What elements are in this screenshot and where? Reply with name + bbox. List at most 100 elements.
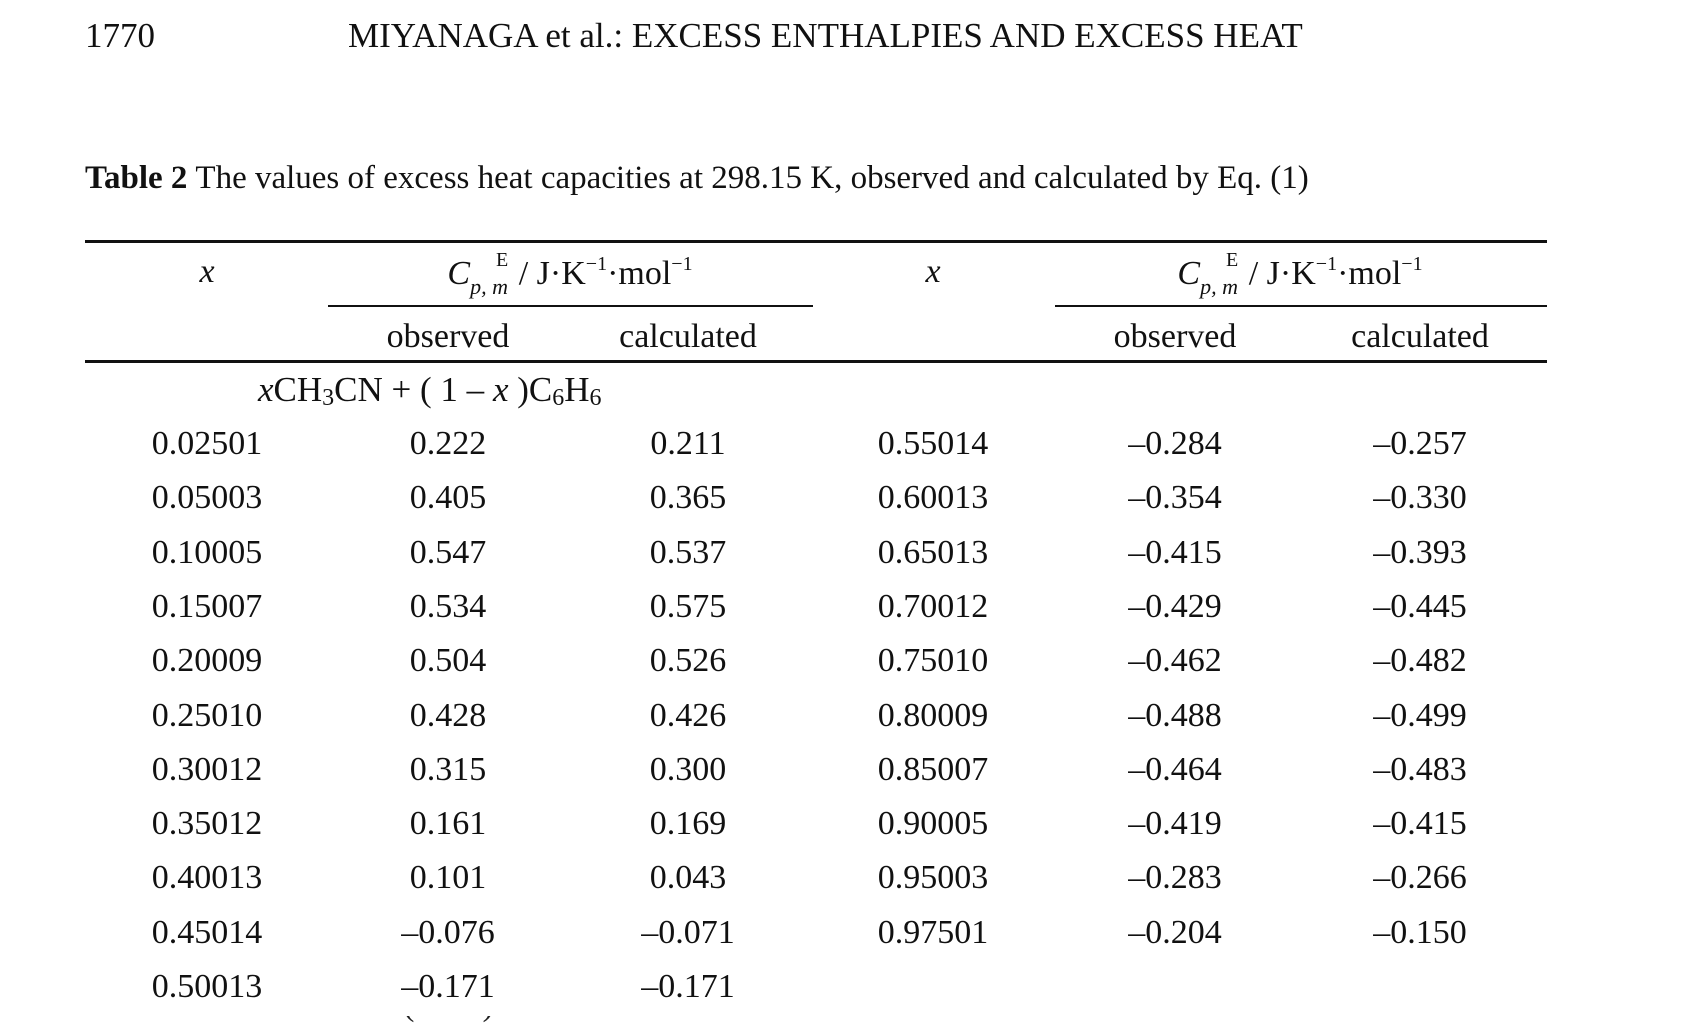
column-header-cp-right: Cp, mE / J·K−1·mol−1 [1177,249,1422,299]
table-cell-x1: 0.20009 [151,642,263,680]
table-row: 0.20009 0.504 0.526 0.75010 –0.462 –0.482 [0,642,1684,692]
table-cell-c1: 0.537 [649,533,727,571]
system-x2: x [492,370,509,409]
table-cell-o1: 0.428 [409,696,487,734]
page-number: 1770 [85,16,155,55]
table-cell-o2: –0.488 [1128,696,1222,734]
table-cell-x2: 0.85007 [877,750,989,788]
table-cell-x2: 0.75010 [877,642,989,680]
cp-subscript: p, m [470,274,509,299]
table-caption: Table 2 The values of excess heat capacit… [85,160,1309,197]
table-cell-c2: –0.150 [1373,913,1467,951]
system-c: )C [508,370,553,409]
system-cn: CN + ( 1 – [334,370,493,409]
table-cell-o1: 0.222 [409,425,487,462]
cp-exp2: −1 [671,253,693,275]
table-cell-c1: 0.575 [649,587,727,625]
table-cell-x2: 0.60013 [877,479,989,517]
cp-units: / J·K [518,255,586,292]
system-x: x [258,370,274,409]
cp-mid: ·mol [1337,255,1402,292]
page-header: 1770 MIYANAGA et al.: EXCESS ENTHALPIES … [85,16,1684,60]
mixture-system-label: xCH3CN + ( 1 – x )C6H6 [258,370,602,411]
table-caption-text: The values of excess heat capacities at … [195,160,1309,196]
table-cell-c1: 0.426 [649,696,727,734]
cutoff-next-line: x CH3CN + (1 – x) CH3CN [230,1016,700,1026]
table-cell-x1: 0.40013 [151,859,263,897]
cp-header-rule-left [328,305,813,307]
table-cell-o1: 0.315 [409,750,487,788]
table-cell-o1: –0.076 [401,913,495,951]
table-cell-c1: 0.526 [649,642,727,680]
table-row: 0.02501 0.222 0.211 0.55014 –0.284 –0.257 [0,425,1684,475]
running-title: MIYANAGA et al.: EXCESS ENTHALPIES AND E… [348,16,1303,55]
table-cell-c1: 0.365 [649,479,727,517]
subheader-calculated-left: calculated [619,318,757,355]
column-header-x-right: x [925,253,941,290]
table-row: 0.10005 0.547 0.537 0.65013 –0.415 –0.393 [0,534,1684,584]
table-cell-c2: –0.499 [1373,696,1467,734]
table-row: 0.25010 0.428 0.426 0.80009 –0.488 –0.499 [0,697,1684,747]
cp-superscript: E [1226,249,1239,271]
table-header-rule [85,360,1547,363]
table-cell-o1: 0.534 [409,587,487,625]
table-cell-o1: 0.547 [409,533,487,571]
table-cell-c2: –0.445 [1373,587,1467,625]
cp-superscript: E [496,249,509,271]
cp-symbol: C [447,255,471,292]
table-cell-x1: 0.10005 [151,533,263,571]
table-cell-c1: –0.171 [641,968,735,1005]
table-cell-c2: –0.393 [1373,533,1467,571]
system-sub6a: 6 [552,385,565,411]
table-cell-o2: –0.429 [1128,587,1222,625]
table-cell-x1: 0.15007 [151,587,263,625]
table-cell-x2: 0.90005 [877,805,989,843]
system-h: H [564,370,590,409]
table-cell-c2: –0.257 [1373,425,1467,462]
table-cell-x2: 0.95003 [877,859,989,897]
table-cell-x2: 0.55014 [877,425,989,462]
table-cell-c2: –0.330 [1373,479,1467,517]
table-cell-o2: –0.354 [1128,479,1222,517]
table-cell-x1: 0.35012 [151,805,263,843]
table-cell-c1: 0.169 [649,805,727,843]
table-row: 0.30012 0.315 0.300 0.85007 –0.464 –0.483 [0,751,1684,801]
system-sub3: 3 [322,385,335,411]
column-header-x-left: x [199,253,215,290]
table-cell-x1: 0.30012 [151,750,263,788]
table-cell-x1: 0.45014 [151,913,263,951]
table-cell-o2: –0.415 [1128,533,1222,571]
table-row: 0.35012 0.161 0.169 0.90005 –0.419 –0.415 [0,805,1684,855]
table-cell-o2: –0.284 [1128,425,1222,462]
table-cell-o2: –0.204 [1128,913,1222,951]
table-cell-x1: 0.25010 [151,696,263,734]
table-cell-c2: –0.483 [1373,750,1467,788]
table-cell-o1: –0.171 [401,968,495,1005]
table-cell-o1: 0.101 [409,859,487,897]
table-label: Table 2 [85,160,188,196]
cp-mid: ·mol [607,255,672,292]
table-cell-c2: –0.266 [1373,859,1467,897]
table-cell-x1: 0.02501 [151,425,263,462]
table-cell-o2: –0.283 [1128,859,1222,897]
cp-symbol: C [1177,255,1201,292]
subheader-calculated-right: calculated [1351,318,1489,355]
subheader-observed-right: observed [1113,318,1237,355]
table-cell-c2: –0.415 [1373,805,1467,843]
cp-header-rule-right [1055,305,1547,307]
table-row: 0.40013 0.101 0.043 0.95003 –0.283 –0.266 [0,859,1684,909]
table-cell-c1: –0.071 [641,913,735,951]
table-row: 0.45014 –0.076 –0.071 0.97501 –0.204 –0.150 [0,914,1684,964]
table-cell-x2: 0.97501 [877,913,989,951]
cp-exp1: −1 [1315,253,1338,275]
cp-subscript: p, m [1200,274,1239,299]
column-header-cp-left: Cp, mE / J·K−1·mol−1 [447,249,693,299]
table-cell-x2: 0.80009 [877,696,989,734]
table-cell-c1: 0.043 [649,859,727,897]
table-cell-o1: 0.504 [409,642,487,680]
table-cell-o1: 0.405 [409,479,487,517]
table-cell-o2: –0.462 [1128,642,1222,680]
table-cell-o1: 0.161 [409,805,487,843]
table-cell-c1: 0.211 [650,425,726,462]
cutoff-text: x CH3CN + (1 – x) CH3CN [230,1016,700,1024]
